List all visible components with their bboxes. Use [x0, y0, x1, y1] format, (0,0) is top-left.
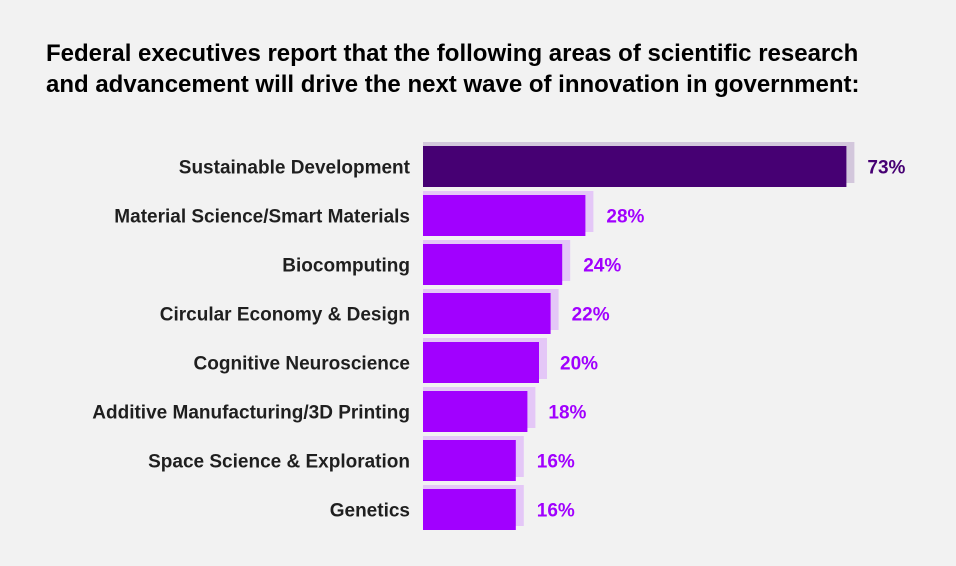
value-label: 16%	[537, 501, 575, 522]
bar	[423, 293, 551, 334]
category-label: Additive Manufacturing/3D Printing	[92, 403, 410, 424]
bar	[423, 244, 563, 285]
category-label: Space Science & Exploration	[148, 452, 410, 473]
chart-title-line-1: Federal executives report that the follo…	[46, 40, 859, 67]
bar-row: Space Science & Exploration 16%	[148, 436, 575, 481]
bar	[423, 195, 586, 236]
bar	[423, 489, 516, 530]
bar-row: Genetics 16%	[330, 485, 575, 530]
bar-row: Additive Manufacturing/3D Printing 18%	[92, 387, 587, 432]
value-label: 22%	[572, 305, 610, 326]
bar	[423, 146, 847, 187]
value-label: 20%	[560, 354, 598, 375]
chart-title-line-2: and advancement will drive the next wave…	[46, 71, 860, 98]
bar-row: Cognitive Neuroscience 20%	[194, 338, 598, 383]
value-label: 24%	[583, 256, 621, 277]
bar-row: Biocomputing 24%	[282, 240, 621, 285]
category-label: Genetics	[330, 501, 410, 522]
chart-title: Federal executives report that the follo…	[46, 38, 926, 100]
category-label: Material Science/Smart Materials	[114, 207, 410, 228]
category-label: Cognitive Neuroscience	[194, 354, 410, 375]
value-label: 18%	[548, 403, 586, 424]
bar	[423, 391, 528, 432]
category-label: Biocomputing	[282, 256, 410, 277]
bar	[423, 440, 516, 481]
bar	[423, 342, 539, 383]
value-label: 16%	[537, 452, 575, 473]
value-label: 73%	[867, 158, 905, 179]
bar-row: Circular Economy & Design 22%	[160, 289, 610, 334]
bar-row: Material Science/Smart Materials 28%	[114, 191, 645, 236]
bar-row: Sustainable Development 73%	[179, 142, 906, 187]
category-label: Sustainable Development	[179, 158, 411, 179]
category-label: Circular Economy & Design	[160, 305, 410, 326]
value-label: 28%	[606, 207, 644, 228]
